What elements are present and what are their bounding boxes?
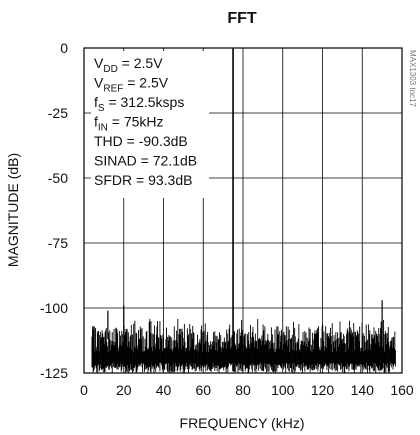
spurs — [107, 48, 383, 340]
x-tick-label: 20 — [116, 382, 132, 398]
x-tick-label: 60 — [195, 382, 211, 398]
x-tick-label: 80 — [235, 382, 251, 398]
x-tick-label: 0 — [80, 382, 88, 398]
chart-title: FFT — [227, 10, 257, 27]
annotation-line: VDD = 2.5V — [94, 55, 163, 75]
annotation-line: fIN = 75kHz — [94, 114, 164, 134]
x-tick-label: 100 — [271, 382, 295, 398]
y-tick-label: -125 — [40, 365, 68, 381]
annotation-line: VREF = 2.5V — [94, 75, 169, 95]
annotation-line: fS = 312.5ksps — [94, 94, 184, 114]
y-tick-label: -25 — [48, 105, 68, 121]
x-axis-label: FREQUENCY (kHz) — [180, 415, 305, 431]
y-tick-label: 0 — [60, 40, 68, 56]
annotation-line: THD = -90.3dB — [94, 133, 188, 149]
x-tick-labels: 0 20 40 60 80 100 120 140 160 — [80, 382, 414, 398]
y-axis-label: MAGNITUDE (dB) — [5, 153, 21, 267]
y-tick-label: -50 — [48, 170, 68, 186]
annotation-line: SFDR = 93.3dB — [94, 172, 192, 188]
y-tick-label: -100 — [40, 300, 68, 316]
noise-floor — [91, 318, 396, 373]
x-tick-label: 120 — [311, 382, 335, 398]
annotation-background — [91, 51, 209, 198]
x-tick-label: 140 — [351, 382, 375, 398]
x-tick-label: 40 — [156, 382, 172, 398]
x-tick-label: 160 — [390, 382, 414, 398]
y-tick-labels: 0 -25 -50 -75 -100 -125 — [40, 40, 68, 381]
annotation-line: SINAD = 72.1dB — [94, 153, 197, 169]
figure-id-label: MAX1303 toc17 — [408, 50, 417, 107]
y-tick-label: -75 — [48, 235, 68, 251]
